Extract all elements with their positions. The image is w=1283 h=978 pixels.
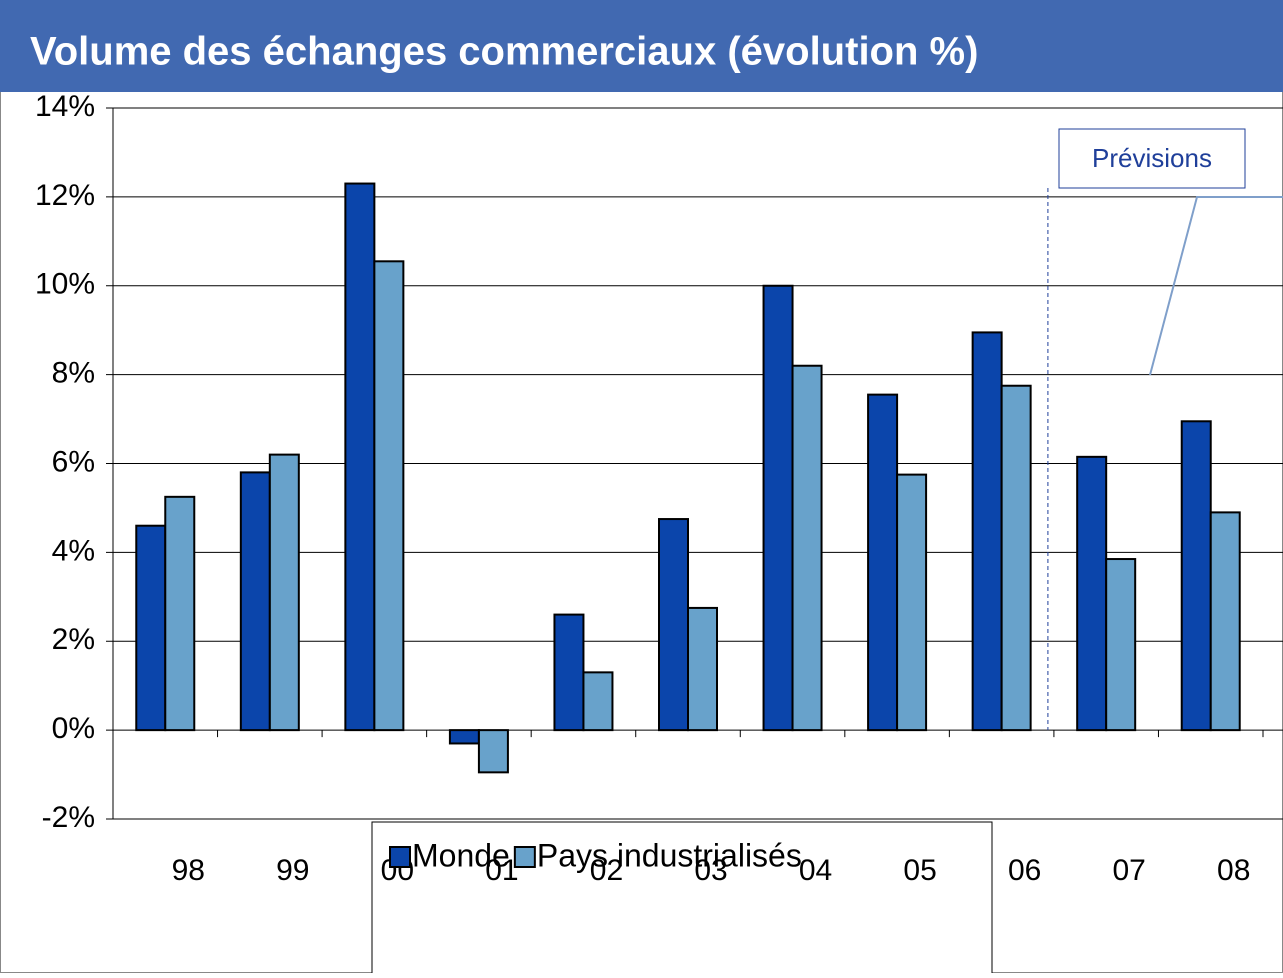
bar [687,606,718,732]
y-tick-label: 8% [52,357,95,390]
bar [658,518,689,732]
x-tick-label: 02 [590,854,623,887]
bar [971,331,1003,732]
x-tick-label: 98 [172,854,205,887]
bar [1076,455,1108,732]
bar [1105,558,1137,732]
legend-swatch [513,846,536,868]
legend-swatch [389,846,411,868]
bar [1000,384,1032,732]
y-tick-label: 14% [35,90,95,123]
bar [867,393,899,732]
x-tick-label: 05 [903,854,936,887]
y-tick-label: 12% [35,179,95,212]
bar [268,453,300,732]
x-tick-label: 99 [276,854,309,887]
x-tick-label: 07 [1112,854,1145,887]
bar [582,671,614,732]
bar [448,729,480,745]
x-tick-label: 01 [485,854,518,887]
legend-label: Monde [412,837,510,873]
annotation-leader [1149,196,1283,376]
bar [791,364,823,732]
legend [371,821,993,978]
x-tick-label: 08 [1217,854,1250,887]
x-tick-label: 04 [799,854,832,887]
bar [373,260,405,732]
bar [239,471,271,732]
bar [135,524,167,732]
y-tick-label: 2% [52,623,95,656]
legend-label: Pays industrialisés [537,837,802,873]
bar [477,729,509,774]
y-tick-label: 0% [52,712,95,745]
chart-title: Volume des échanges commerciaux (évoluti… [30,30,978,74]
annotation: Prévisions [1092,143,1212,173]
bar [164,495,196,732]
y-tick-label: 6% [52,445,95,478]
bar [1180,420,1212,732]
y-tick-label: 4% [52,534,95,567]
annotation-box [1058,128,1246,189]
x-tick-label: 06 [1008,854,1041,887]
y-tick-label: 10% [35,268,95,301]
bar [344,182,376,732]
bar [1209,511,1241,732]
y-tick-label: -2% [42,801,95,834]
bar [553,613,585,732]
x-tick-label: 03 [694,854,727,887]
bar [762,284,794,732]
title-bar [0,0,1283,92]
bar [896,473,928,732]
